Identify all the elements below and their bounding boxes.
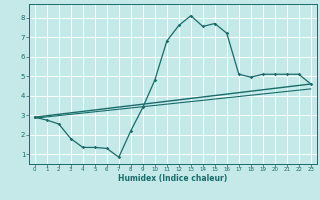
X-axis label: Humidex (Indice chaleur): Humidex (Indice chaleur) bbox=[118, 174, 228, 183]
